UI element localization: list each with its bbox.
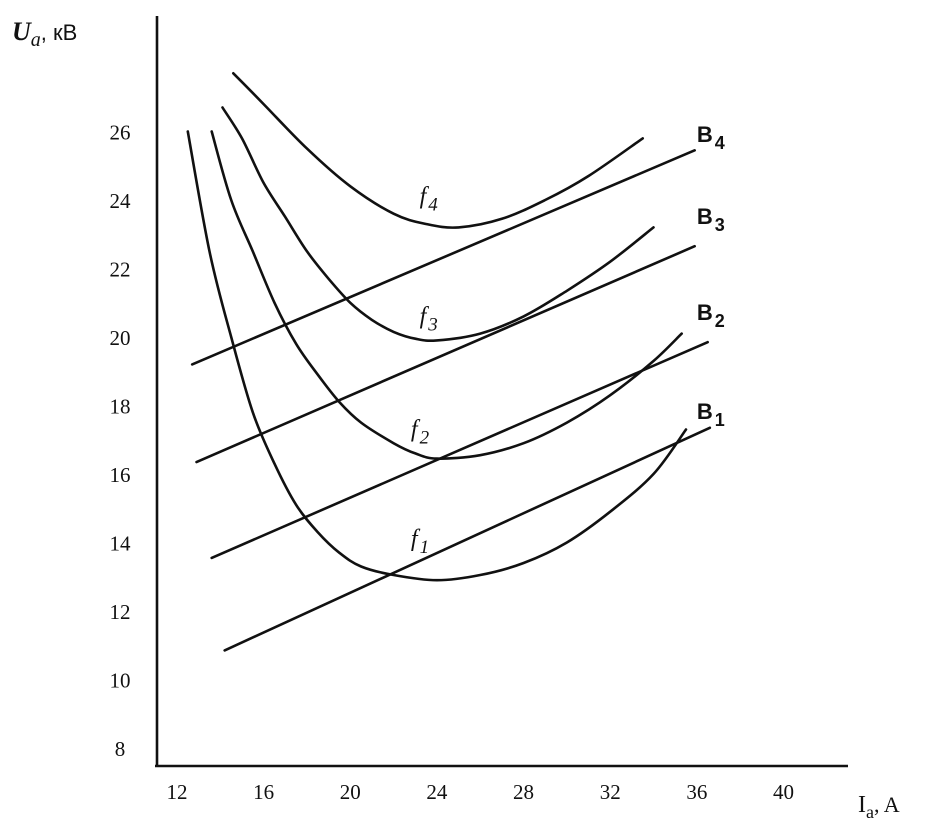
x-tick-label-32: 32 (600, 780, 621, 804)
y-tick-label-10: 10 (110, 669, 131, 693)
line-b4 (190, 149, 696, 366)
y-axis-label-sub: a (31, 29, 41, 51)
curve-f4 (232, 72, 644, 229)
series-labels: f 1f 2f 3f 4B 1B 2B 3B 4 (411, 122, 725, 558)
x-tick-label-12: 12 (167, 780, 188, 804)
label-f1-name: f (411, 526, 421, 552)
label-b2-name: B (697, 300, 713, 325)
label-f4-sub: 4 (428, 194, 438, 215)
line-b3 (195, 244, 696, 464)
x-tick-label-36: 36 (686, 780, 707, 804)
label-b3-name: B (697, 204, 713, 229)
label-f4-name: f (420, 183, 430, 209)
label-f3-sub: 3 (427, 314, 438, 335)
f-curves (186, 72, 688, 582)
x-tick-label-16: 16 (253, 780, 274, 804)
x-tick-labels: 12 16 20 24 28 32 36 40 (167, 780, 794, 804)
x-tick-label-40: 40 (773, 780, 794, 804)
curve-f3 (221, 106, 655, 343)
line-b2 (210, 340, 709, 560)
label-b3-sub: 3 (715, 215, 725, 235)
curve-f2 (210, 130, 683, 460)
x-axis-label: Ia, A (858, 792, 900, 822)
x-tick-label-24: 24 (426, 780, 448, 804)
x-tick-label-20: 20 (340, 780, 361, 804)
x-tick-label-28: 28 (513, 780, 534, 804)
y-tick-label-16: 16 (110, 463, 131, 487)
x-axis-label-sub: a (866, 802, 874, 822)
y-tick-label-12: 12 (110, 600, 131, 624)
y-axis-label: Ua, кВ (12, 17, 77, 51)
y-tick-label-18: 18 (110, 395, 131, 419)
label-f3-name: f (420, 303, 430, 329)
y-tick-label-26: 26 (110, 121, 131, 145)
label-f1-sub: 1 (420, 537, 430, 558)
label-b1-name: B (697, 399, 713, 424)
x-axis-label-symbol: I (858, 792, 866, 818)
curve-f1 (186, 130, 688, 582)
b-lines (190, 149, 712, 652)
y-tick-label-24: 24 (110, 189, 132, 213)
label-b1-sub: 1 (715, 410, 725, 430)
y-tick-label-22: 22 (110, 258, 131, 282)
y-tick-label-14: 14 (110, 532, 132, 556)
line-b1 (223, 426, 712, 652)
y-tick-label-8: 8 (115, 737, 126, 761)
label-b2-sub: 2 (715, 311, 725, 331)
y-tick-labels: 8 10 12 14 16 18 20 22 24 26 (110, 121, 132, 762)
label-f2-sub: 2 (420, 427, 430, 448)
y-axis-label-symbol: U (12, 17, 32, 46)
label-f2-name: f (411, 416, 421, 442)
y-tick-label-20: 20 (110, 326, 131, 350)
label-b4-name: B (697, 122, 713, 147)
x-axis-label-unit: , A (874, 792, 900, 817)
label-b4-sub: 4 (715, 133, 725, 153)
y-axis-label-unit: , кВ (41, 20, 78, 45)
